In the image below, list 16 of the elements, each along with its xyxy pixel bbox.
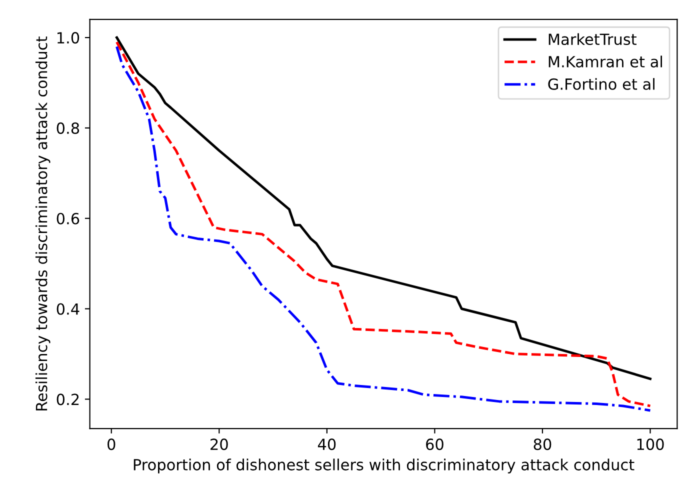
x-tick-label: 0 — [108, 438, 116, 450]
x-tick-label: 100 — [637, 438, 664, 450]
y-axis-title: Resiliency towards discriminatory attack conduct — [35, 36, 50, 410]
x-tick-label: 40 — [318, 438, 336, 450]
y-tick-label: 0.8 — [56, 122, 80, 134]
legend-label: G.Fortino et al — [548, 78, 654, 90]
y-tick-label: 1.0 — [57, 32, 80, 44]
legend-label: M.Kamran et al — [548, 56, 662, 68]
legend-label: MarketTrust — [548, 33, 636, 46]
x-tick-label: 60 — [426, 438, 444, 450]
x-tick-label: 20 — [210, 438, 228, 450]
y-tick-label: 0.4 — [56, 303, 80, 315]
x-axis-title: Proportion of dishonest sellers with discriminatory attack conduct — [134, 458, 634, 474]
y-tick-label: 0.6 — [56, 212, 80, 224]
y-tick-label: 0.2 — [56, 394, 79, 406]
x-tick-label: 80 — [534, 438, 552, 450]
